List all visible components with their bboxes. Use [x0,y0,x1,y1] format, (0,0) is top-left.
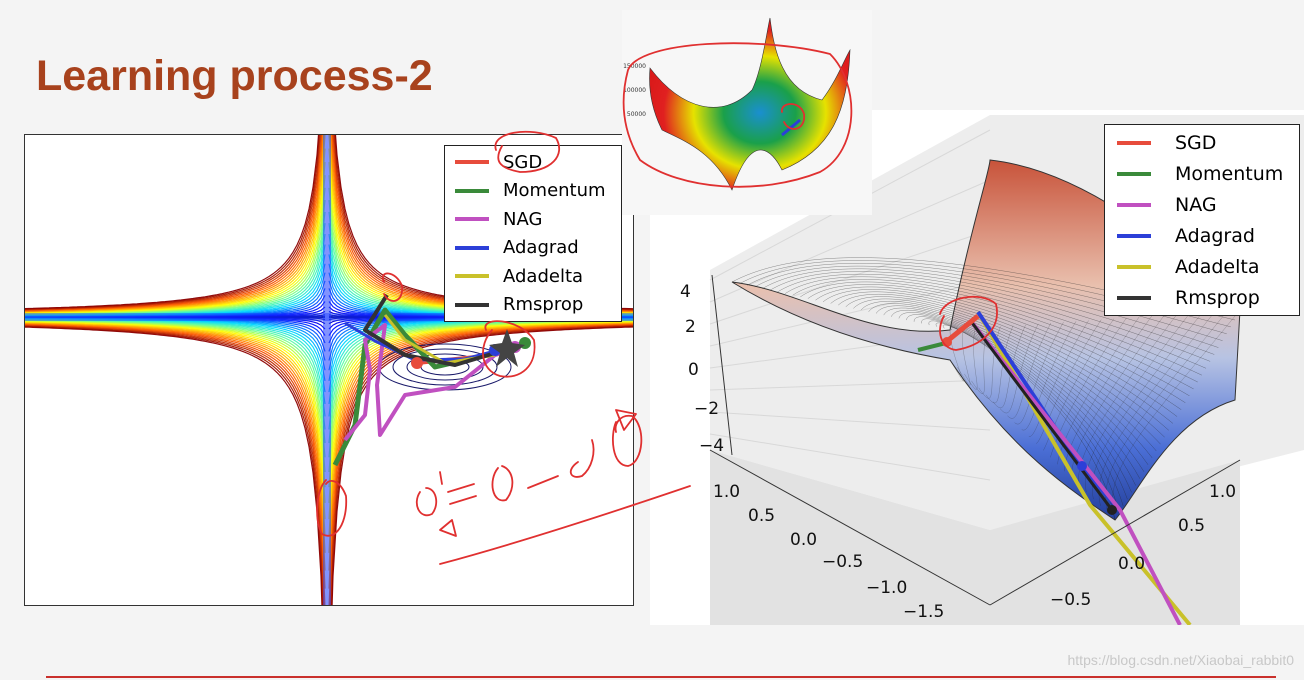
y-tick-label: 1.0 [1209,482,1237,502]
thumbnail-z-tick: 100000 [623,87,646,94]
legend-label: Rmsprop [1175,286,1260,309]
legend-entry: SGD [1105,127,1299,158]
legend-label: Momentum [503,180,606,202]
z-tick-label: 0 [688,360,699,380]
x-tick-label: 1.0 [713,482,741,502]
legend-swatch [1117,171,1151,176]
legend-swatch [455,188,489,193]
contour-legend: SGD Momentum NAG Adagrad Adadelta Rmsprop [444,145,622,322]
legend-label: Rmsprop [503,294,584,316]
slide-title: Learning process-2 [36,52,433,100]
sgd-point [942,337,952,347]
legend-entry: Momentum [1105,158,1299,189]
legend-swatch [1117,140,1151,145]
legend-entry: Adadelta [1105,251,1299,282]
y-tick-label: 0.0 [1118,554,1146,574]
adagrad-point [1077,461,1087,471]
legend-label: Adagrad [503,237,579,259]
optimizer-path [343,323,518,442]
legend-label: Adagrad [1175,224,1255,247]
rmsprop-point [1107,505,1117,515]
sgd-end-point [411,357,423,369]
z-axis-line [711,274,733,456]
z-tick-label: −2 [694,399,720,419]
legend-entry: NAG [1105,189,1299,220]
legend-swatch [455,217,489,222]
floor-pane [710,450,1240,625]
legend-entry: SGD [445,148,621,177]
legend-label: Momentum [1175,162,1284,185]
legend-swatch [455,245,489,250]
y-axis-line [989,459,1241,606]
legend-entry: Adadelta [445,262,621,291]
optimizer-path [363,293,496,367]
legend-swatch [1117,295,1151,300]
legend-entry: Rmsprop [1105,282,1299,313]
legend-entry: NAG [445,205,621,234]
z-tick-label: −4 [699,436,725,456]
y-tick-label: 0.5 [1178,516,1206,536]
legend-swatch [1117,233,1151,238]
legend-swatch [1117,264,1151,269]
surface-legend: SGD Momentum NAG Adagrad Adadelta Rmsprop [1104,124,1300,316]
legend-swatch [455,160,489,165]
legend-label: Adadelta [1175,255,1260,278]
thumbnail-z-tick: 50000 [627,111,646,118]
x-axis-line [709,449,991,606]
y-tick-label: −0.5 [1050,590,1092,610]
legend-entry: Adagrad [445,234,621,263]
legend-label: SGD [503,151,543,173]
legend-label: SGD [1175,131,1217,154]
z-tick-label: 2 [685,317,696,337]
legend-entry: Adagrad [1105,220,1299,251]
footer-divider [46,676,1276,678]
watermark: https://blog.csdn.net/Xiaobai_rabbit0 [1067,652,1295,668]
legend-swatch [1117,202,1151,207]
thumbnail-surface-plot: 150000 100000 50000 [622,10,872,215]
legend-entry: Momentum [445,177,621,206]
x-tick-label: −1.0 [866,578,908,598]
legend-label: Adadelta [503,265,584,287]
legend-swatch [455,274,489,279]
x-tick-label: −0.5 [822,552,864,572]
x-tick-label: 0.0 [790,530,818,550]
legend-label: NAG [503,208,543,230]
thumbnail-canvas: 150000 100000 50000 [622,10,872,215]
rmsprop-path [968,319,1114,511]
legend-swatch [455,302,489,307]
x-tick-label: 0.5 [748,506,776,526]
legend-entry: Rmsprop [445,291,621,320]
nag-path [968,318,1182,625]
legend-label: NAG [1175,193,1217,216]
z-tick-label: 4 [680,282,691,302]
thumbnail-z-tick: 150000 [623,63,646,70]
x-tick-label: −1.5 [903,602,945,622]
